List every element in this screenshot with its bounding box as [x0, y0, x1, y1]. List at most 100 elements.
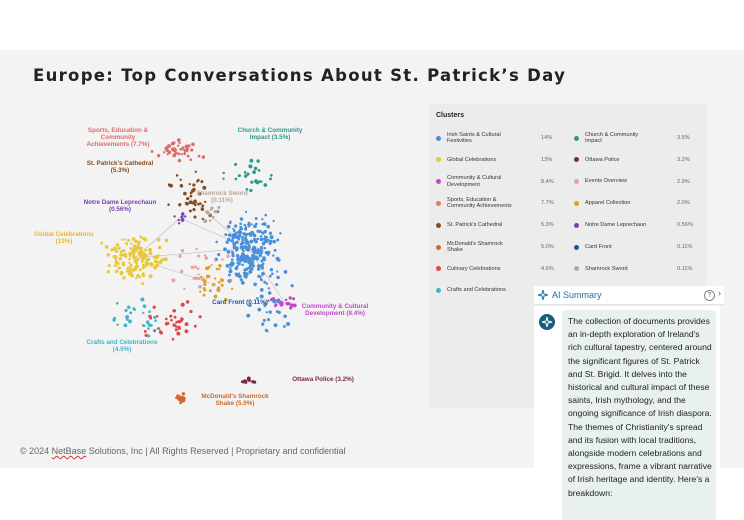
graph-node	[118, 257, 122, 261]
graph-node	[236, 257, 241, 262]
cluster-legend-item[interactable]: Shamrock Sword 0.11%	[574, 261, 707, 277]
graph-node	[204, 200, 207, 204]
graph-node	[164, 238, 169, 243]
graph-node	[147, 334, 151, 338]
graph-node	[269, 177, 272, 181]
ai-summary-message: The collection of documents provides an …	[562, 310, 716, 520]
cluster-legend-item[interactable]: McDonald's Shamrock Shake 5.0%	[436, 239, 571, 255]
graph-node	[197, 202, 200, 206]
cluster-percent: 14%	[541, 135, 553, 141]
graph-node	[119, 250, 122, 254]
graph-node	[180, 248, 185, 253]
graph-node	[244, 241, 248, 245]
expand-icon[interactable]: ›	[718, 288, 721, 298]
graph-node	[142, 304, 147, 309]
graph-node	[248, 266, 251, 270]
cluster-legend-item[interactable]: Notre Dame Leprechaun 0.56%	[574, 217, 707, 233]
graph-node	[134, 277, 138, 280]
graph-node	[231, 253, 235, 258]
graph-node	[129, 263, 132, 266]
cluster-color-dot	[574, 266, 579, 272]
graph-node	[259, 278, 263, 281]
graph-node	[213, 259, 217, 262]
graph-node	[259, 250, 263, 254]
cluster-name: Church & Community Impact	[585, 131, 639, 145]
graph-node	[114, 269, 119, 274]
graph-node	[142, 324, 146, 328]
graph-node	[277, 258, 281, 262]
cluster-name: Culinary Celebrations	[447, 265, 501, 272]
graph-node	[174, 328, 178, 332]
cluster-legend-item[interactable]: Sports, Education & Community Achievemen…	[436, 195, 571, 211]
graph-node	[264, 213, 268, 217]
cluster-legend-item[interactable]: Church & Community Impact 3.5%	[574, 130, 707, 146]
graph-node	[274, 299, 278, 303]
graph-node	[114, 258, 118, 261]
graph-label-line: Card Front (0.11%)	[212, 299, 268, 306]
graph-node	[100, 241, 104, 245]
graph-node	[244, 227, 248, 231]
graph-node	[201, 277, 205, 281]
cluster-legend-item[interactable]: Events Overview 2.9%	[574, 174, 707, 190]
cluster-color-dot	[574, 200, 579, 206]
graph-node	[221, 258, 224, 261]
cluster-name: Events Overview	[585, 178, 627, 185]
cluster-name: Shamrock Sword	[585, 265, 628, 272]
cluster-percent: 13%	[541, 156, 553, 163]
graph-node	[191, 142, 195, 147]
graph-node	[131, 237, 136, 241]
graph-node	[236, 264, 239, 268]
cluster-legend-item[interactable]: Community & Cultural Development 8.4%	[436, 174, 571, 190]
graph-node	[203, 288, 207, 292]
graph-node	[252, 170, 256, 174]
graph-label-line: McDonald's Shamrock	[201, 393, 269, 400]
graph-node	[253, 282, 257, 287]
graph-node	[222, 177, 225, 180]
cluster-legend-item[interactable]: St. Patrick's Cathedral 5.3%	[436, 217, 571, 233]
cluster-legend-item[interactable]: Culinary Celebrations 4.6%	[436, 261, 571, 277]
cluster-legend-item[interactable]: Ottawa Police 3.2%	[574, 152, 707, 168]
graph-node	[244, 174, 248, 178]
graph-node	[256, 237, 260, 241]
help-icon[interactable]: ?	[704, 290, 715, 301]
graph-node	[146, 262, 150, 266]
graph-node	[198, 284, 202, 289]
cluster-legend-item[interactable]: Global Celebrations 13%	[436, 152, 571, 168]
graph-node	[153, 329, 156, 333]
graph-node	[205, 274, 210, 279]
graph-label-line: Development (8.4%)	[305, 310, 365, 317]
graph-node	[178, 320, 182, 324]
graph-label-line: (0.56%)	[109, 206, 131, 213]
cluster-percent: 0.56%	[677, 222, 693, 229]
graph-node	[117, 246, 121, 250]
cluster-color-dot	[574, 244, 579, 250]
graph-node	[213, 283, 216, 287]
graph-node	[164, 322, 169, 326]
graph-node	[276, 238, 280, 242]
graph-node	[273, 248, 277, 252]
graph-node	[251, 380, 255, 384]
graph-node	[184, 201, 188, 205]
graph-node	[237, 274, 242, 279]
cluster-legend-item[interactable]: Apparel Collection 2.0%	[574, 195, 707, 211]
ai-avatar-icon	[539, 314, 555, 330]
graph-node	[130, 242, 133, 245]
cluster-legend-item[interactable]: Card Front 0.11%	[574, 239, 707, 255]
graph-node	[225, 264, 230, 268]
graph-label-line: (4.5%)	[113, 346, 132, 353]
graph-cluster-label: Ottawa Police (3.2%)	[292, 376, 354, 383]
graph-node	[181, 317, 184, 321]
graph-node	[134, 239, 138, 244]
graph-node	[236, 231, 239, 234]
graph-node	[250, 223, 253, 226]
graph-node	[124, 308, 128, 313]
graph-node	[232, 229, 236, 233]
graph-node	[121, 261, 125, 265]
graph-node	[283, 314, 287, 319]
graph-label-line: Global Celebrations	[34, 231, 94, 238]
graph-node	[199, 290, 202, 293]
graph-node	[279, 232, 282, 235]
cluster-legend-item[interactable]: Irish Saints & Cultural Festivities 14%	[436, 130, 571, 146]
graph-node	[268, 274, 272, 278]
graph-node	[131, 268, 134, 271]
